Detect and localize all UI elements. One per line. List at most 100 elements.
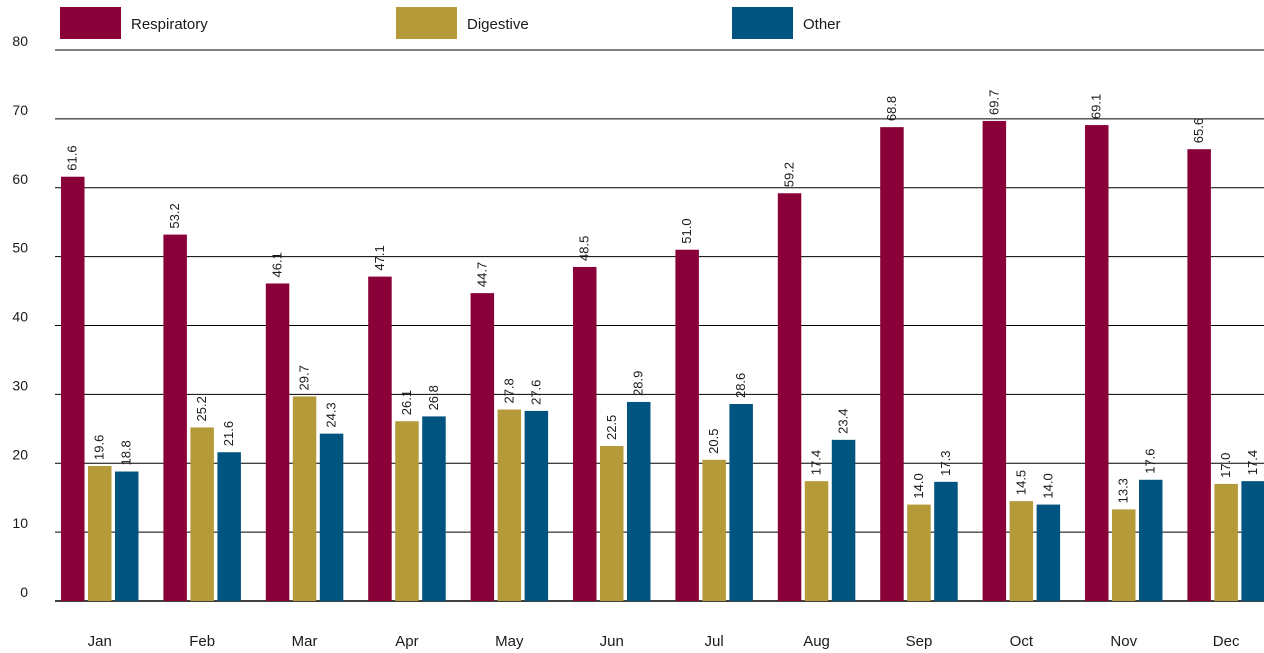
bar-digestive-oct bbox=[1010, 501, 1034, 601]
bar-other-mar bbox=[320, 434, 344, 601]
x-tick-label-mar: Mar bbox=[292, 633, 318, 650]
value-label-digestive-jan: 19.6 bbox=[92, 435, 107, 460]
bar-respiratory-jan bbox=[61, 177, 85, 601]
x-axis: Jan Feb Mar Apr May Jun Jul Aug Sep Oct Nov Dec bbox=[88, 633, 1240, 650]
value-label-other-feb: 21.6 bbox=[221, 421, 236, 446]
bar-other-oct bbox=[1037, 505, 1061, 601]
x-tick-label-jul: Jul bbox=[705, 633, 724, 650]
bar-other-jul bbox=[729, 404, 753, 601]
value-label-other-may: 27.6 bbox=[528, 380, 543, 405]
legend: Respiratory Digestive Other bbox=[60, 7, 841, 39]
y-tick-label: 70 bbox=[12, 102, 28, 118]
value-label-other-apr: 26.8 bbox=[426, 385, 441, 410]
value-label-digestive-feb: 25.2 bbox=[194, 396, 209, 421]
bar-respiratory-mar bbox=[266, 283, 290, 601]
value-label-respiratory-jun: 48.5 bbox=[577, 236, 592, 261]
bar-digestive-dec bbox=[1214, 484, 1238, 601]
value-label-other-jan: 18.8 bbox=[119, 440, 134, 465]
value-label-other-dec: 17.4 bbox=[1245, 450, 1260, 475]
y-tick-label: 80 bbox=[12, 33, 28, 49]
x-tick-label-oct: Oct bbox=[1010, 633, 1034, 650]
bar-respiratory-oct bbox=[983, 121, 1007, 601]
bar-other-apr bbox=[422, 416, 446, 601]
value-label-digestive-apr: 26.1 bbox=[399, 390, 414, 415]
y-tick-label: 30 bbox=[12, 377, 28, 393]
y-tick-label: 0 bbox=[20, 584, 28, 600]
x-tick-label-jan: Jan bbox=[88, 633, 112, 650]
y-tick-label: 40 bbox=[12, 309, 28, 325]
legend-swatch-other bbox=[732, 7, 793, 39]
bar-other-dec bbox=[1241, 481, 1264, 601]
bar-digestive-apr bbox=[395, 421, 419, 601]
y-tick-label: 50 bbox=[12, 240, 28, 256]
value-label-respiratory-jan: 61.6 bbox=[65, 145, 80, 170]
bar-other-feb bbox=[217, 452, 241, 601]
value-label-respiratory-sep: 68.8 bbox=[884, 96, 899, 121]
legend-label-respiratory: Respiratory bbox=[131, 16, 208, 33]
bar-other-nov bbox=[1139, 480, 1163, 601]
value-label-digestive-jun: 22.5 bbox=[604, 415, 619, 440]
legend-swatch-digestive bbox=[396, 7, 457, 39]
value-label-digestive-mar: 29.7 bbox=[297, 365, 312, 390]
bar-other-aug bbox=[832, 440, 856, 601]
value-label-respiratory-nov: 69.1 bbox=[1089, 94, 1104, 119]
value-label-respiratory-oct: 69.7 bbox=[986, 90, 1001, 115]
bar-other-jun bbox=[627, 402, 651, 601]
bar-digestive-feb bbox=[190, 427, 214, 601]
value-label-digestive-nov: 13.3 bbox=[1116, 478, 1131, 503]
value-label-other-mar: 24.3 bbox=[324, 402, 339, 427]
x-tick-label-sep: Sep bbox=[906, 633, 933, 650]
value-label-digestive-sep: 14.0 bbox=[911, 473, 926, 498]
x-tick-label-aug: Aug bbox=[803, 633, 830, 650]
bar-respiratory-aug bbox=[778, 193, 802, 601]
value-label-other-oct: 14.0 bbox=[1040, 473, 1055, 498]
bar-respiratory-feb bbox=[163, 235, 187, 601]
bar-digestive-aug bbox=[805, 481, 829, 601]
bar-digestive-sep bbox=[907, 505, 931, 601]
bar-digestive-jun bbox=[600, 446, 624, 601]
bar-other-jan bbox=[115, 472, 139, 601]
bar-other-sep bbox=[934, 482, 958, 601]
value-label-digestive-aug: 17.4 bbox=[809, 450, 824, 475]
value-label-respiratory-feb: 53.2 bbox=[167, 203, 182, 228]
value-label-respiratory-apr: 47.1 bbox=[372, 245, 387, 270]
legend-label-digestive: Digestive bbox=[467, 16, 529, 33]
x-tick-label-dec: Dec bbox=[1213, 633, 1240, 650]
value-label-digestive-jul: 20.5 bbox=[706, 428, 721, 453]
bar-respiratory-nov bbox=[1085, 125, 1109, 601]
legend-swatch-respiratory bbox=[60, 7, 121, 39]
x-tick-label-may: May bbox=[495, 633, 524, 650]
bar-respiratory-apr bbox=[368, 277, 392, 601]
value-label-other-jun: 28.9 bbox=[631, 371, 646, 396]
y-tick-label: 10 bbox=[12, 515, 28, 531]
bar-digestive-nov bbox=[1112, 509, 1136, 601]
y-tick-label: 60 bbox=[12, 171, 28, 187]
legend-label-other: Other bbox=[803, 16, 841, 33]
bars bbox=[61, 121, 1264, 601]
value-label-respiratory-aug: 59.2 bbox=[782, 162, 797, 187]
x-tick-label-nov: Nov bbox=[1110, 633, 1137, 650]
value-label-other-sep: 17.3 bbox=[938, 451, 953, 476]
bar-digestive-may bbox=[498, 410, 521, 601]
value-label-other-nov: 17.6 bbox=[1143, 448, 1158, 473]
value-label-respiratory-mar: 46.1 bbox=[270, 252, 285, 277]
bar-respiratory-may bbox=[471, 293, 495, 601]
bar-respiratory-dec bbox=[1187, 149, 1211, 601]
value-label-digestive-may: 27.8 bbox=[501, 378, 516, 403]
bar-other-may bbox=[525, 411, 549, 601]
data-labels: 61.6 19.6 18.8 53.2 25.2 21.6 46.1 29.7 24.3 47.1… bbox=[65, 90, 1260, 504]
x-tick-label-feb: Feb bbox=[189, 633, 215, 650]
x-tick-label-jun: Jun bbox=[600, 633, 624, 650]
value-label-respiratory-jul: 51.0 bbox=[679, 218, 694, 243]
bar-respiratory-jun bbox=[573, 267, 597, 601]
bar-digestive-jan bbox=[88, 466, 112, 601]
y-tick-label: 20 bbox=[12, 446, 28, 462]
value-label-respiratory-dec: 65.6 bbox=[1191, 118, 1206, 143]
bar-respiratory-sep bbox=[880, 127, 904, 601]
bar-respiratory-jul bbox=[675, 250, 699, 601]
x-tick-label-apr: Apr bbox=[395, 633, 418, 650]
value-label-digestive-dec: 17.0 bbox=[1218, 453, 1233, 478]
value-label-other-jul: 28.6 bbox=[733, 373, 748, 398]
bar-digestive-jul bbox=[702, 460, 726, 601]
